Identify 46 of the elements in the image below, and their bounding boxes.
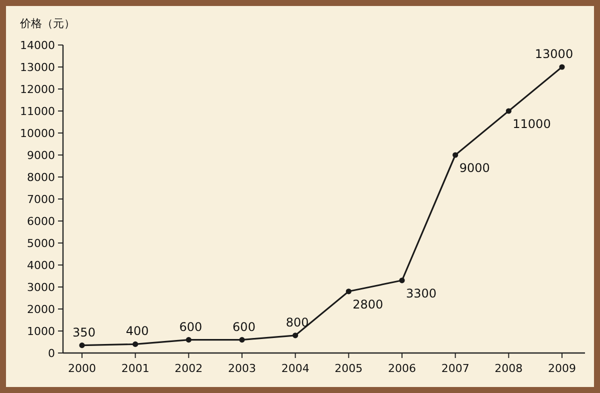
x-tick-label: 2005 <box>334 362 363 375</box>
y-tick-label: 5000 <box>27 237 55 250</box>
x-tick-label: 2009 <box>548 362 576 375</box>
y-tick-label: 9000 <box>27 149 55 162</box>
point <box>292 332 298 338</box>
y-tick-label: 1000 <box>27 325 55 338</box>
data-label: 2800 <box>352 297 384 312</box>
data-label: 350 <box>72 325 96 340</box>
point <box>79 342 85 348</box>
data-label: 9000 <box>459 161 490 175</box>
y-axis-title: 价格（元） <box>19 17 75 30</box>
x-tick-label: 2004 <box>281 362 310 375</box>
point <box>186 337 192 343</box>
point <box>346 288 352 294</box>
point <box>559 64 565 70</box>
point <box>452 152 458 158</box>
data-label: 800 <box>286 315 309 330</box>
data-label: 13000 <box>534 47 574 61</box>
data-label: 11000 <box>512 117 551 131</box>
x-tick-label: 2008 <box>494 362 523 375</box>
x-tick-label: 2006 <box>388 362 416 375</box>
y-tick-label: 2000 <box>27 303 55 316</box>
data-label: 600 <box>232 320 256 334</box>
point <box>132 341 138 347</box>
point <box>399 278 405 284</box>
x-tick-label: 2003 <box>228 362 256 375</box>
x-tick-label: 2001 <box>121 362 150 375</box>
y-tick-label: 7000 <box>27 193 55 206</box>
point <box>506 108 512 114</box>
y-tick-label: 3000 <box>27 281 55 294</box>
data-label: 600 <box>179 320 202 334</box>
x-tick-label: 2007 <box>441 362 470 375</box>
data-label: 3300 <box>406 286 437 300</box>
point <box>239 337 245 343</box>
y-tick-label: 8000 <box>27 171 55 184</box>
y-tick-label: 6000 <box>27 215 55 228</box>
y-tick-label: 13000 <box>20 61 55 74</box>
y-tick-label: 12000 <box>20 83 55 96</box>
x-tick-label: 2002 <box>174 362 203 375</box>
y-tick-label: 0 <box>48 347 55 360</box>
data-label: 400 <box>126 324 149 338</box>
y-tick-label: 11000 <box>20 105 55 118</box>
x-tick-label: 2000 <box>68 362 96 375</box>
y-tick-label: 4000 <box>27 259 55 272</box>
y-tick-label: 10000 <box>20 127 55 140</box>
y-tick-label: 14000 <box>20 39 55 52</box>
